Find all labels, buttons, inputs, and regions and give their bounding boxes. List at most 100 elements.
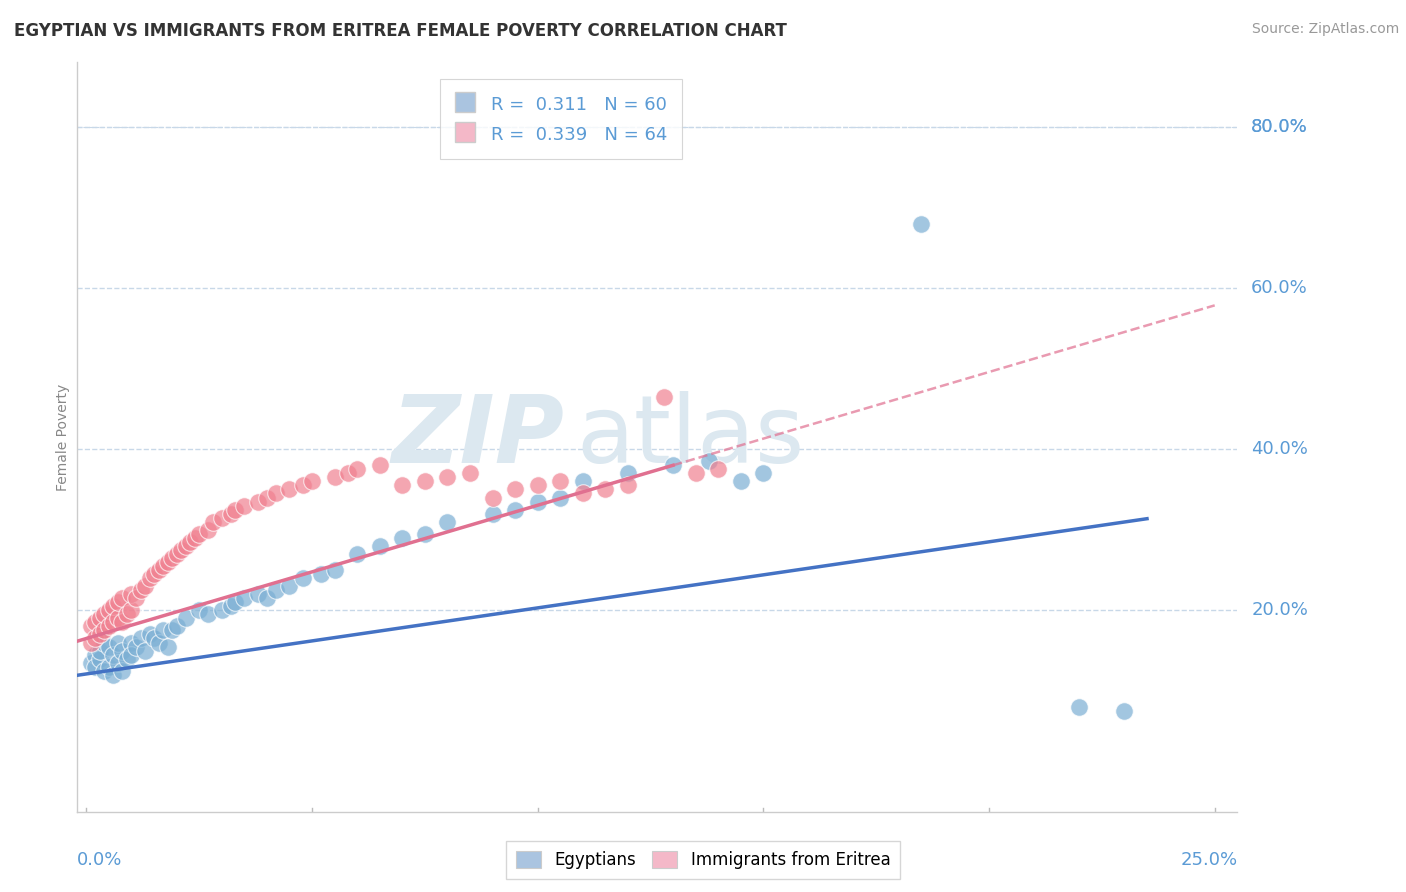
Point (134, 579, 156, 593)
Point (160, 624, 183, 638)
Point (125, 591, 148, 606)
Point (201, 515, 224, 529)
Point (156, 640, 179, 654)
Point (97, 659, 120, 673)
Point (103, 648, 125, 662)
Point (309, 567, 332, 582)
Point (707, 462, 730, 476)
Text: 25.0%: 25.0% (1180, 851, 1237, 869)
Point (107, 635, 129, 649)
Legend: R =  0.311   N = 60, R =  0.339   N = 64: R = 0.311 N = 60, R = 0.339 N = 64 (440, 79, 682, 159)
Point (129, 632, 152, 646)
Point (337, 467, 360, 481)
Point (152, 559, 174, 574)
Point (572, 486, 595, 500)
Point (107, 595, 129, 609)
Point (89, 627, 111, 641)
Point (121, 587, 143, 601)
Point (481, 507, 503, 521)
Point (503, 483, 526, 497)
Point (219, 507, 242, 521)
Point (125, 640, 148, 654)
Point (301, 475, 323, 489)
Point (211, 510, 233, 524)
Point (166, 619, 188, 633)
Point (1114, 704, 1136, 718)
Point (84, 648, 107, 662)
Point (233, 499, 256, 513)
Point (107, 611, 129, 625)
Point (97, 619, 120, 633)
Point (323, 470, 346, 484)
Point (148, 563, 170, 577)
Point (166, 547, 188, 561)
Point (292, 571, 315, 585)
Point (115, 607, 138, 622)
Point (156, 555, 179, 569)
Point (1069, 700, 1091, 714)
Point (107, 656, 129, 670)
Point (292, 478, 315, 492)
Point (246, 494, 269, 508)
Point (89, 611, 111, 625)
Point (143, 632, 166, 646)
Text: EGYPTIAN VS IMMIGRANTS FROM ERITREA FEMALE POVERTY CORRELATION CHART: EGYPTIAN VS IMMIGRANTS FROM ERITREA FEMA… (14, 22, 787, 40)
Point (233, 591, 256, 606)
Point (170, 542, 193, 557)
Point (256, 491, 278, 505)
Point (368, 458, 391, 473)
Text: 20.0%: 20.0% (1251, 601, 1308, 619)
Text: 60.0%: 60.0% (1251, 279, 1308, 297)
Point (121, 635, 143, 649)
Point (188, 603, 211, 617)
Point (138, 627, 160, 641)
Point (188, 526, 211, 541)
Point (264, 486, 287, 500)
Point (103, 667, 125, 681)
Point (730, 475, 752, 489)
Point (174, 611, 197, 625)
Point (436, 515, 458, 529)
Point (103, 615, 125, 630)
Point (278, 483, 301, 497)
Point (80, 619, 103, 633)
Point (84, 615, 107, 630)
Point (93, 607, 115, 622)
Point (80, 656, 103, 670)
Point (323, 563, 346, 577)
Point (368, 539, 391, 553)
Text: 80.0%: 80.0% (1251, 118, 1308, 136)
Point (174, 539, 197, 553)
Point (152, 624, 174, 638)
Point (219, 599, 242, 614)
Point (93, 664, 115, 678)
Point (548, 475, 571, 489)
Point (617, 478, 640, 492)
Point (752, 467, 775, 481)
Point (143, 567, 166, 582)
Point (278, 579, 301, 593)
Point (138, 571, 160, 585)
Point (183, 531, 205, 545)
Point (503, 502, 526, 516)
Point (89, 651, 111, 665)
Point (97, 603, 120, 617)
Point (617, 467, 640, 481)
Point (97, 640, 120, 654)
Point (224, 595, 246, 609)
Point (391, 478, 413, 492)
Point (256, 591, 278, 606)
Text: Source: ZipAtlas.com: Source: ZipAtlas.com (1251, 22, 1399, 37)
Point (134, 643, 156, 657)
Point (224, 502, 246, 516)
Point (84, 659, 107, 673)
Point (103, 599, 125, 614)
Point (179, 534, 201, 549)
Point (346, 462, 368, 476)
Point (111, 664, 134, 678)
Point (697, 454, 720, 468)
Point (115, 651, 138, 665)
Point (413, 475, 436, 489)
Point (526, 478, 548, 492)
Point (121, 603, 143, 617)
